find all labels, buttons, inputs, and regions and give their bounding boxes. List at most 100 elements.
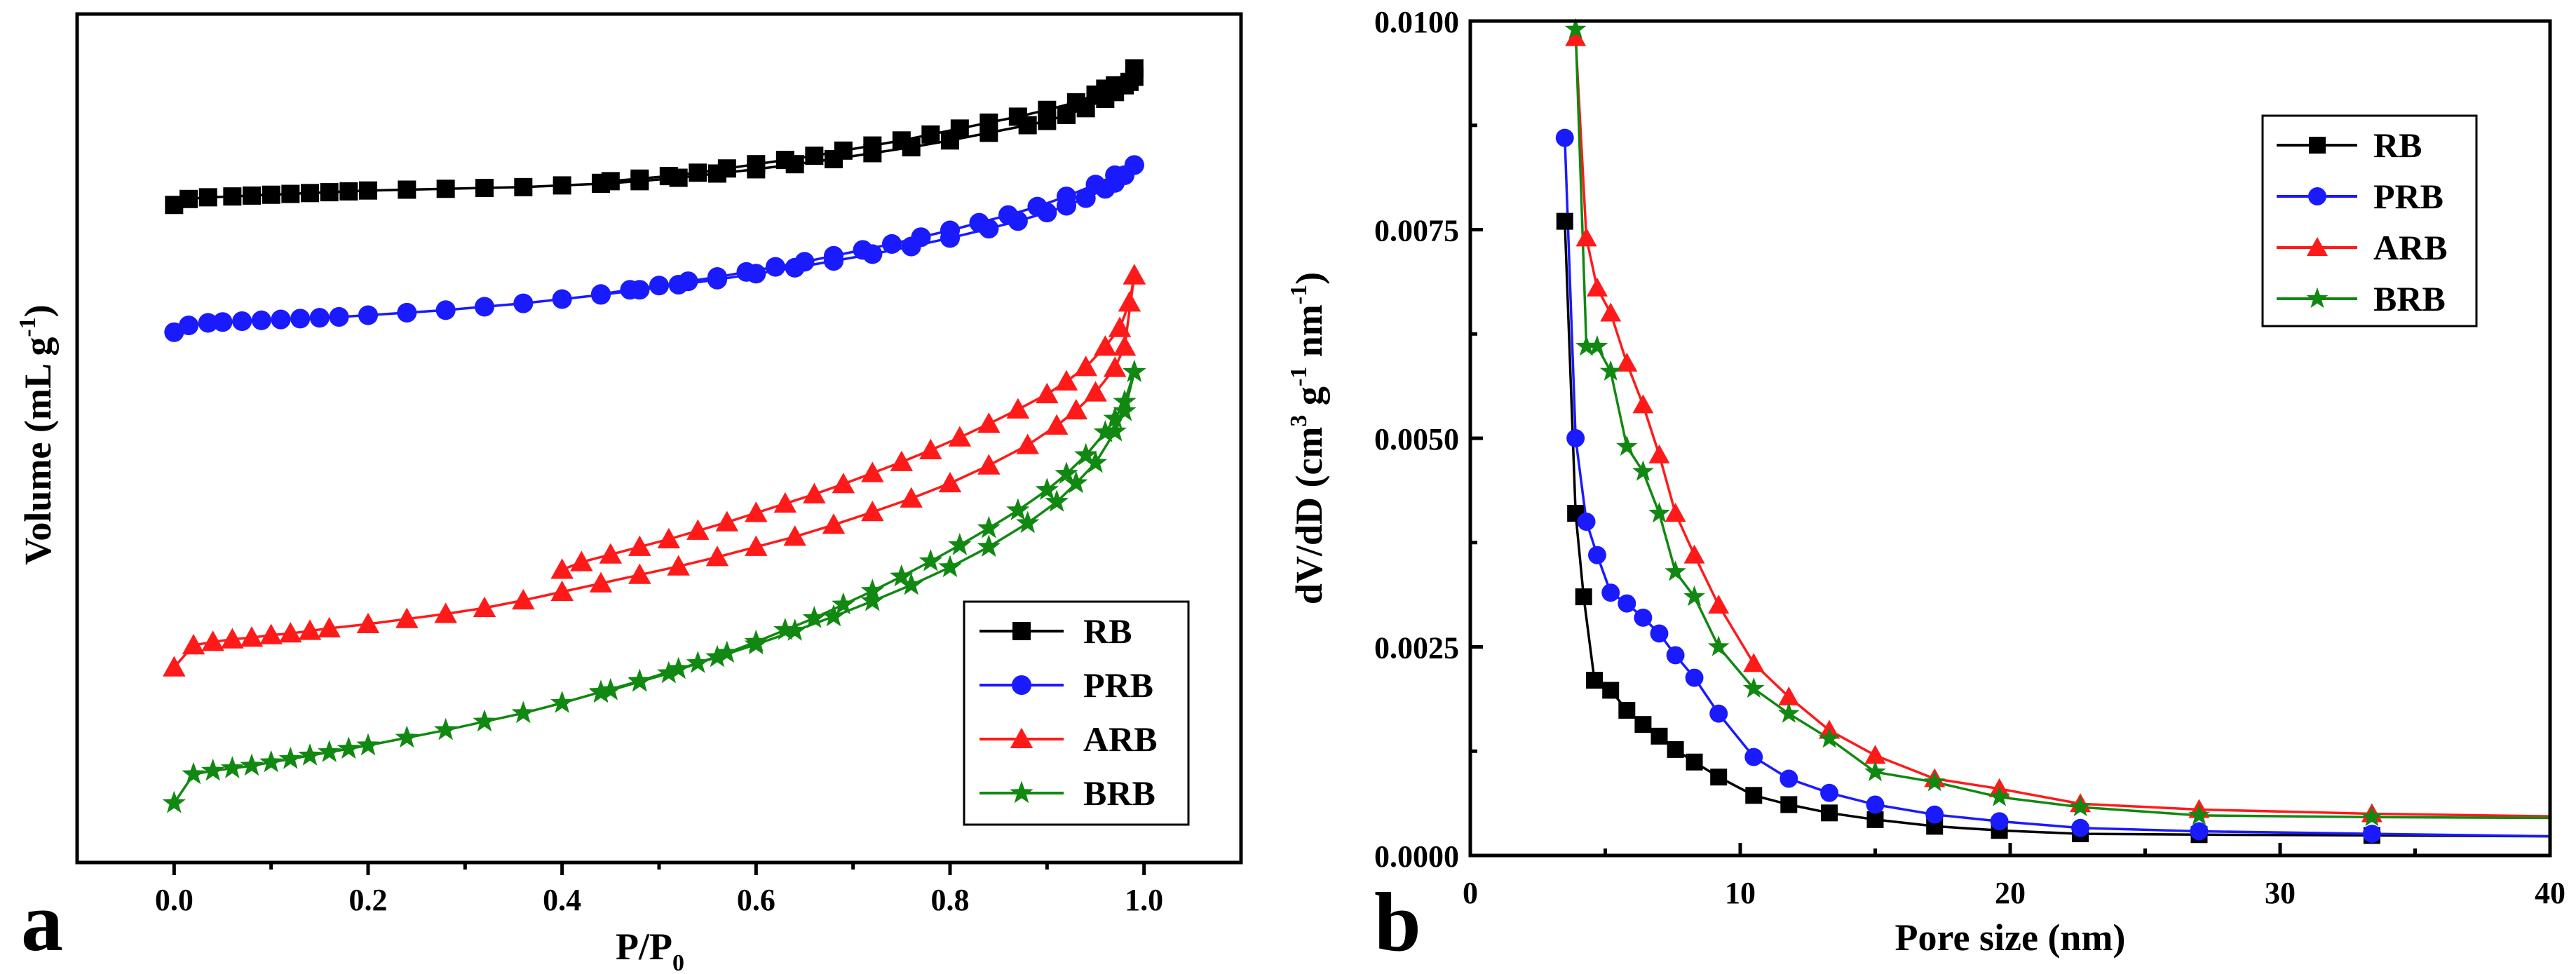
panel-b-brb-point: [1615, 435, 1638, 456]
panel-a-arb-desorption-point: [832, 473, 855, 494]
panel-a-rb-adsorption-point: [339, 182, 358, 201]
panel-a-rb-desorption-point: [1086, 85, 1105, 104]
panel-a-rb-desorption-point: [805, 147, 824, 165]
panel-a-prb-adsorption-point: [358, 305, 379, 325]
panel-a-rb-adsorption-point: [281, 184, 300, 203]
panel-a-arb-desorption-point: [1118, 291, 1141, 312]
panel-a-letter: a: [21, 875, 63, 968]
panel-b-arb-point: [1600, 302, 1622, 322]
panel-b-arb-point: [1648, 444, 1670, 464]
panel-b-legend-label: BRB: [2373, 279, 2446, 318]
panel-b-x-tick-label: 30: [2265, 876, 2296, 910]
panel-a-x-ticks: 0.0 0.2 0.4 0.6 0.8 1.0: [155, 863, 1163, 917]
panel-b-brb-point: [1665, 560, 1686, 581]
panel-b-prb-point: [1666, 646, 1685, 665]
panel-a-brb-desorption-point: [657, 661, 681, 684]
panel-a-arb-adsorption-point: [473, 596, 496, 617]
panel-a-rb-adsorption-point: [320, 183, 339, 202]
panel-b-prb-point: [1650, 624, 1669, 643]
panel-a-prb-adsorption-point: [271, 309, 291, 330]
panel-a-rb-adsorption-point: [436, 180, 455, 198]
panel-b-y-axis-title: dV/dD (cm3 g-1 nm-1): [1286, 272, 1330, 604]
panel-b-brb-point: [1648, 501, 1670, 523]
panel-b-prb-point: [1577, 513, 1596, 531]
panel-b-legend-label: RB: [2373, 126, 2422, 165]
panel-a-rb-desorption-point: [834, 141, 853, 160]
panel-b-arb-point: [1778, 686, 1800, 705]
panel-a-brb-adsorption-point: [550, 691, 574, 713]
panel-a-series-layer: [162, 59, 1146, 813]
panel-a-brb-adsorption-point: [783, 618, 807, 641]
panel-b-arb-point: [1565, 27, 1587, 46]
panel-b-brb-point: [1707, 635, 1730, 656]
panel-a-arb-desorption-point: [1036, 382, 1059, 404]
panel-a-prb-adsorption-point: [513, 293, 534, 313]
panel-b-legend-marker: [2306, 287, 2328, 309]
panel-b-y-tick-label: 0.0000: [1374, 839, 1459, 874]
panel-b-brb-point: [1742, 677, 1765, 698]
panel-a-rb-adsorption-point: [179, 189, 198, 208]
panel-a-arb-adsorption-point: [705, 546, 729, 567]
panel-a-prb-desorption-point: [823, 245, 844, 266]
panel-a-arb-desorption-point: [919, 438, 942, 459]
panel-a-legend-marker: [1011, 675, 1032, 696]
panel-b-arb-point: [1864, 745, 1886, 764]
panel-a-arb-adsorption-point: [163, 656, 186, 677]
panel-a-arb-adsorption-point: [259, 623, 283, 644]
panel-a-legend-label: PRB: [1083, 665, 1153, 705]
panel-a-rb-desorption-point: [1008, 107, 1027, 126]
panel-b-x-tick-label: 10: [1725, 876, 1756, 910]
panel-a-brb-adsorption-point: [356, 733, 380, 756]
panel-a-arb-adsorption-point: [1103, 356, 1127, 377]
panel-a-brb-desorption-point: [589, 680, 613, 703]
panel-a-brb-adsorption-point: [298, 743, 322, 766]
panel-b-prb-point: [1866, 795, 1885, 814]
panel-a-brb-desorption-point: [918, 548, 942, 571]
panel-b-brb-point: [1586, 334, 1608, 356]
panel-a-x-tick-label: 0.2: [349, 883, 388, 917]
panel-a-rb-desorption-point: [592, 173, 610, 192]
panel-a-arb-adsorption-point: [822, 513, 846, 534]
panel-a-brb-adsorption-point: [201, 758, 225, 781]
panel-a-arb-desorption-point: [657, 527, 681, 548]
panel-a-brb-adsorption-point: [162, 790, 186, 813]
panel-a-arb-desorption-point: [803, 482, 826, 503]
panel-b-prb-point: [1820, 783, 1839, 802]
panel-a-arb-desorption-point: [715, 510, 739, 532]
panel-a-arb-adsorption-point: [318, 616, 341, 638]
panel-b-brb-point: [1564, 18, 1587, 39]
panel-a-arb-adsorption-point: [938, 471, 962, 493]
panel-b-arb-point: [1575, 227, 1597, 247]
panel-b-prb-point: [2071, 818, 2090, 837]
panel-a-prb-adsorption-point: [329, 306, 349, 327]
panel-a-rb-desorption-point: [950, 119, 969, 138]
panel-b-brb-point: [1864, 760, 1886, 782]
panel-a-brb-desorption-point: [890, 564, 914, 587]
panel-b-rb-point: [1556, 212, 1573, 230]
panel-b-legend-label: ARB: [2373, 228, 2448, 267]
panel-b-prb-point: [1601, 583, 1620, 602]
panel-a-brb-adsorption-point: [337, 736, 360, 759]
panel-a-rb-adsorption-point: [243, 186, 261, 205]
panel-a-rb-desorption-point: [921, 125, 940, 144]
panel-a-brb-desorption-point: [1123, 360, 1146, 382]
panel-a-prb-adsorption-point: [232, 311, 252, 332]
panel-a-brb-adsorption-point: [900, 572, 923, 595]
panel-b-arb-point: [1616, 352, 1638, 372]
panel-a-brb-desorption-point: [860, 579, 884, 601]
panel-a-arb-adsorption-point: [279, 622, 302, 643]
panel-a-arb-adsorption-point: [667, 555, 690, 576]
panel-a-arb-desorption-line: [562, 275, 1136, 571]
panel-b-prb-point: [1685, 668, 1704, 687]
panel-b-rb-point: [1634, 716, 1652, 733]
panel-a-arb-adsorption-point: [1064, 398, 1088, 420]
panel-a-rb-desorption-point: [892, 131, 911, 150]
panel-a-arb-adsorption-point: [182, 633, 205, 655]
panel-a-arb-desorption-point: [773, 492, 797, 513]
panel-a-prb-desorption-point: [853, 240, 873, 260]
panel-a-prb-adsorption-point: [552, 289, 572, 309]
panel-b-arb-point: [1683, 544, 1705, 564]
panel-a-prb-desorption-point: [998, 205, 1019, 225]
panel-a-rb-adsorption-point: [359, 181, 377, 200]
panel-b-arb-point: [1743, 653, 1765, 672]
